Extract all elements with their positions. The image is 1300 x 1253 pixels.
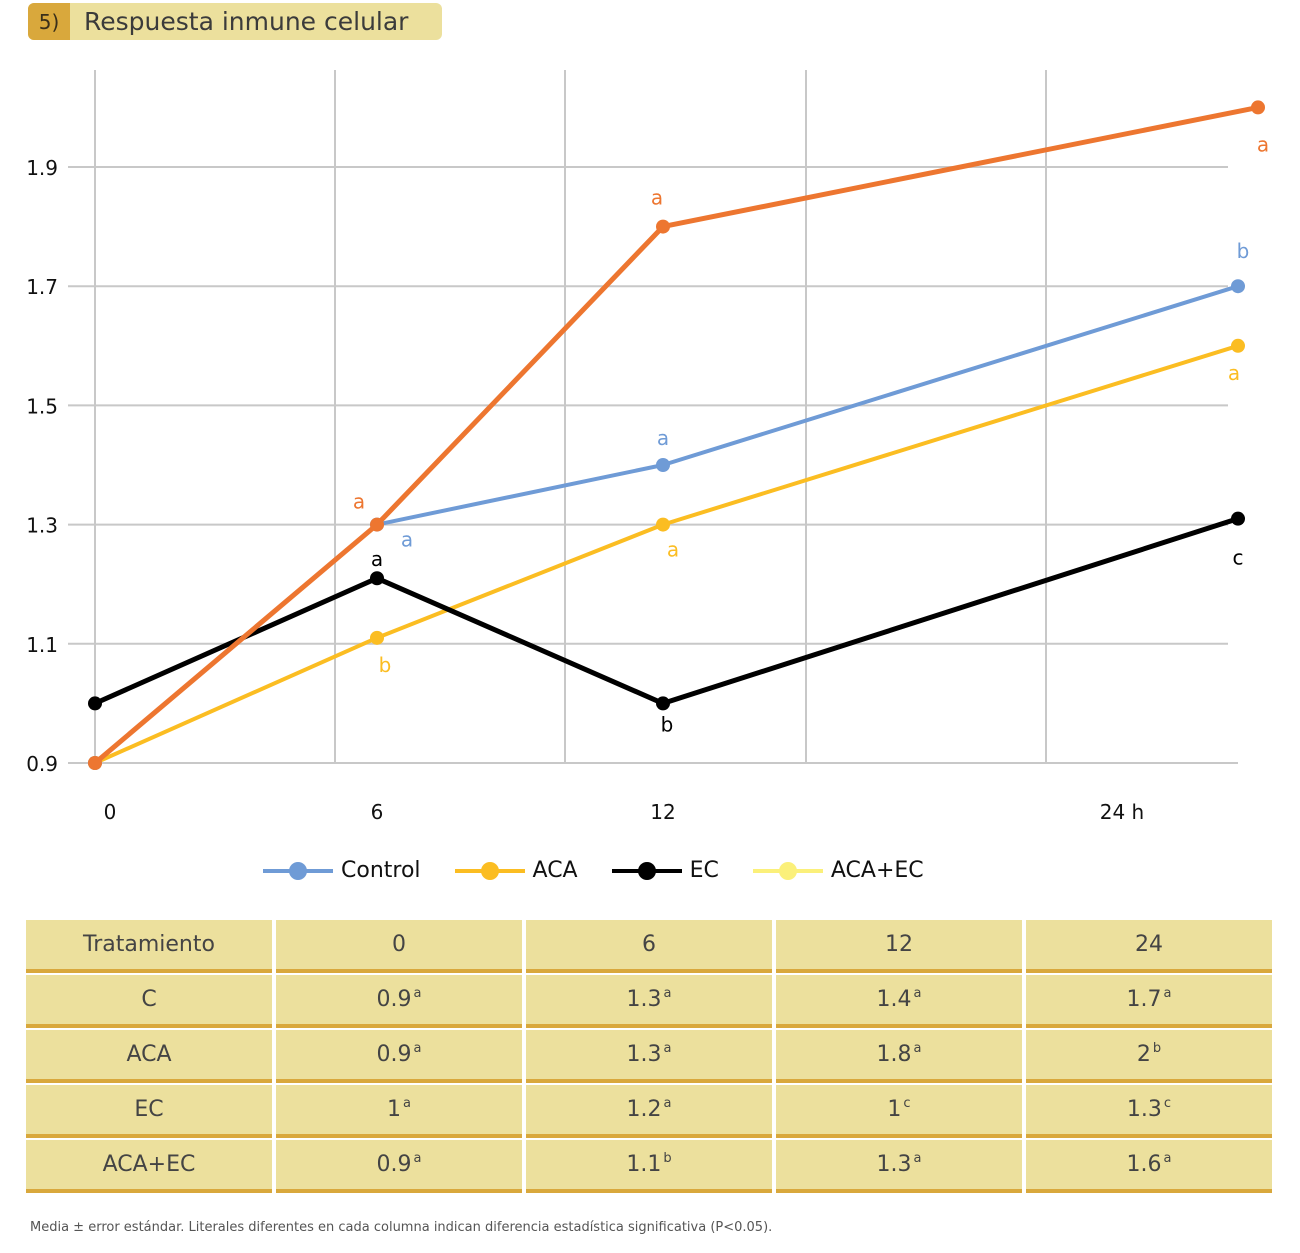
y-axis-ticks: 0.9 1.1 1.3 1.5 1.7 1.9: [26, 156, 58, 776]
table-cell: 0.9 a: [276, 975, 522, 1028]
data-point: [656, 219, 670, 234]
table-cell: 1.3 a: [526, 1030, 772, 1083]
data-point: [1231, 338, 1245, 353]
table-cell: EC: [26, 1085, 272, 1138]
data-point: [656, 696, 670, 711]
x-tick-label: 6: [371, 800, 384, 824]
data-point: [88, 696, 102, 711]
table-header-cell: 24: [1026, 920, 1272, 973]
footnote: Media ± error estándar. Literales difere…: [30, 1220, 773, 1235]
legend-swatch: [263, 861, 333, 880]
table-cell: C: [26, 975, 272, 1028]
y-tick-label: 1.7: [26, 275, 58, 299]
data-point: [1251, 100, 1265, 115]
table-cell: 1.1 b: [526, 1140, 772, 1193]
y-tick-label: 1.9: [26, 156, 58, 180]
significance-letter: b: [1237, 239, 1250, 263]
legend-item: Control: [263, 858, 421, 883]
significance-letter: b: [379, 653, 392, 677]
significance-letter: a: [667, 538, 679, 562]
table-cell: ACA: [26, 1030, 272, 1083]
legend-item: EC: [611, 858, 719, 883]
table-cell: 1.4 a: [776, 975, 1022, 1028]
section-number: 5): [28, 3, 70, 40]
data-point: [370, 571, 384, 586]
x-tick-label: 12: [650, 800, 675, 824]
legend-label: Control: [341, 858, 421, 883]
significance-letter: c: [1233, 546, 1244, 570]
table-cell: ACA+EC: [26, 1140, 272, 1193]
legend-item: ACA+EC: [752, 858, 924, 883]
y-tick-label: 0.9: [26, 752, 58, 776]
significance-letter: a: [371, 547, 383, 571]
legend-label: ACA+EC: [830, 858, 924, 883]
significance-letter: b: [661, 712, 674, 736]
data-point: [370, 517, 384, 532]
chart-grid: [68, 70, 1238, 764]
legend-label: ACA: [532, 858, 578, 883]
significance-letter: a: [657, 426, 669, 450]
table-cell: 1.3 a: [776, 1140, 1022, 1193]
significance-letter: a: [401, 528, 413, 552]
legend-swatch: [454, 861, 525, 880]
x-tick-label: 0: [104, 800, 117, 824]
table-header-cell: 6: [526, 920, 772, 973]
section-header: 5) Respuesta inmune celular: [28, 3, 442, 40]
legend-item: ACA: [454, 858, 578, 883]
data-point: [370, 630, 384, 645]
table-cell: 1.6 a: [1026, 1140, 1272, 1193]
data-point: [1231, 279, 1245, 294]
data-point: [88, 756, 102, 770]
table-cell: 0.9 a: [276, 1140, 522, 1193]
data-point: [656, 517, 670, 532]
y-tick-label: 1.1: [26, 633, 58, 657]
legend-swatch: [752, 861, 823, 880]
section-title: Respuesta inmune celular: [84, 7, 409, 36]
legend-label: EC: [689, 858, 719, 883]
data-point: [656, 458, 670, 472]
series-line-aca-ec: [94, 343, 1239, 765]
chart-legend: Control ACA EC ACA+EC: [263, 858, 924, 883]
table-cell: 1.3 a: [526, 975, 772, 1028]
significance-letter: a: [1257, 132, 1269, 156]
x-tick-label: 24 h: [1100, 800, 1144, 824]
significance-letter: a: [651, 186, 663, 210]
table-cell: 1.8 a: [776, 1030, 1022, 1083]
table-header-cell: 12: [776, 920, 1022, 973]
significance-letter: a: [1228, 361, 1240, 385]
chart-series: [88, 100, 1265, 770]
series-line-aca: [93, 104, 1259, 765]
y-tick-label: 1.3: [26, 514, 58, 538]
table-cell: 1.3 c: [1026, 1085, 1272, 1138]
table-cell: 1.7 a: [1026, 975, 1272, 1028]
table-cell: 0.9 a: [276, 1030, 522, 1083]
data-point: [1231, 511, 1245, 526]
significance-letter: a: [353, 490, 365, 514]
table-cell: 1.2 a: [526, 1085, 772, 1138]
table-header-cell: Tratamiento: [26, 920, 272, 973]
y-tick-label: 1.5: [26, 394, 58, 418]
results-table: Tratamiento 0 6 12 24 C 0.9 a 1.3 a 1.4 a 1.7 a ACA 0.…: [26, 920, 1272, 1195]
legend-swatch: [611, 861, 682, 880]
table-header-cell: 0: [276, 920, 522, 973]
x-axis-ticks: 0 6 12 24 h: [104, 800, 1145, 824]
